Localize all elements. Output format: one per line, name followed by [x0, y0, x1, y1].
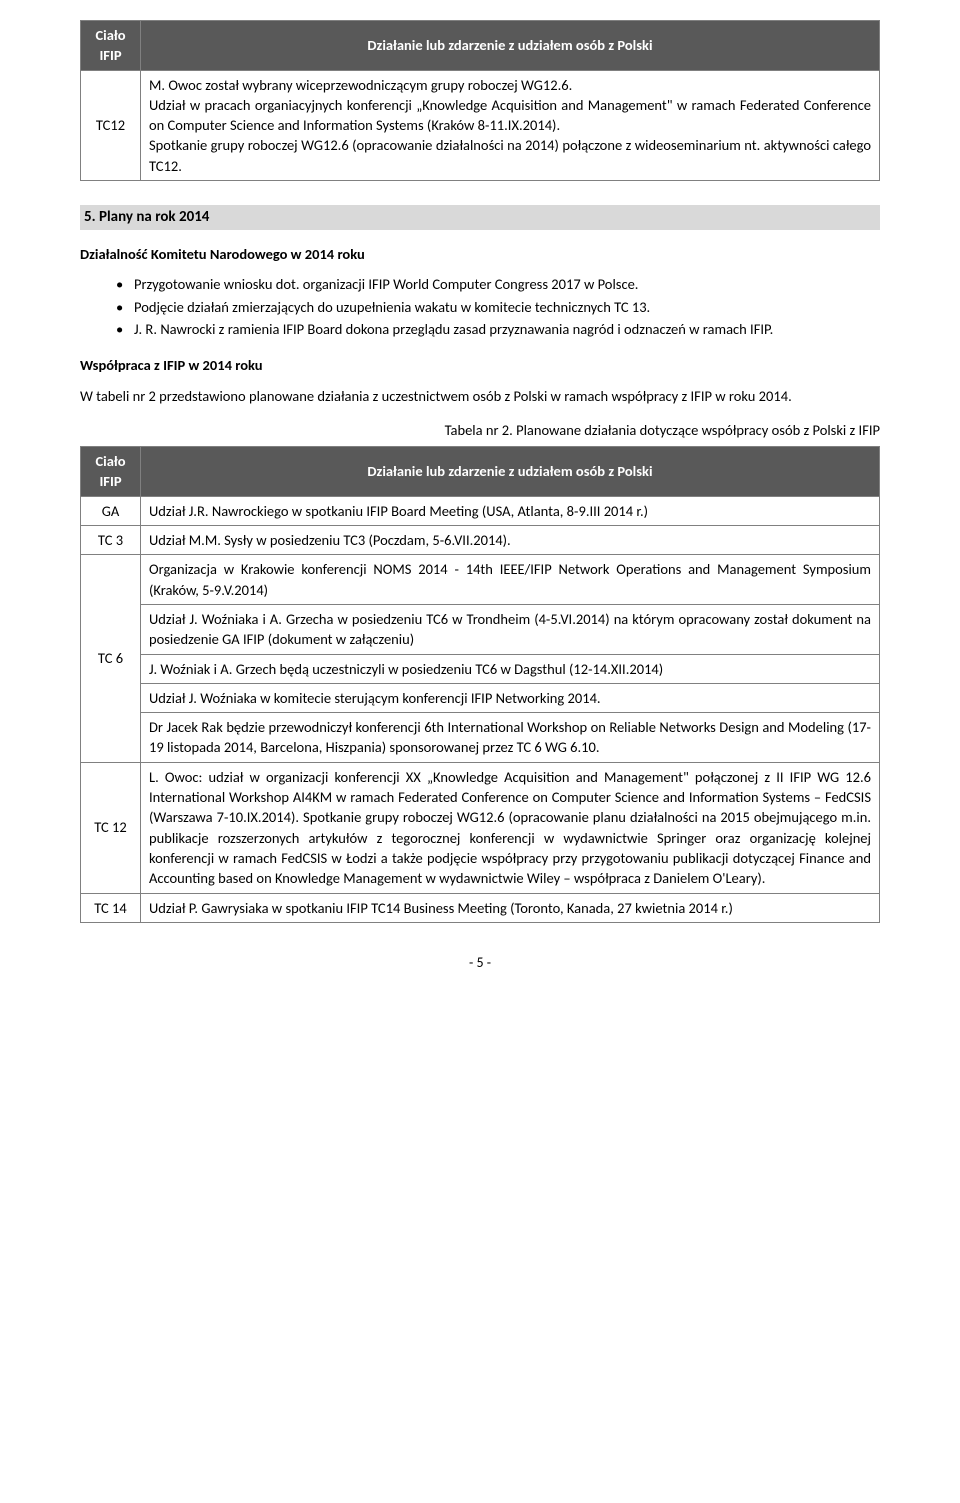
table-2-row-content: L. Owoc: udział w organizacji konferencj… — [141, 762, 880, 893]
table-2-caption: Tabela nr 2. Planowane działania dotyczą… — [80, 420, 880, 440]
table-2-row: GAUdział J.R. Nawrockiego w spotkaniu IF… — [81, 496, 880, 525]
table-2-block: Udział J. Woźniaka w komitecie sterujący… — [141, 683, 879, 712]
table-2-block: Udział J.R. Nawrockiego w spotkaniu IFIP… — [141, 497, 879, 525]
table-2-row: TC 14Udział P. Gawrysiaka w spotkaniu IF… — [81, 893, 880, 922]
table-1-header-row: Ciało IFIP Działanie lub zdarzenie z udz… — [81, 21, 880, 71]
table-1-row-label: TC12 — [81, 70, 141, 180]
table-2-row: TC 3Udział M.M. Sysły w posiedzeniu TC3 … — [81, 526, 880, 555]
table-2-header-row: Ciało IFIP Działanie lub zdarzenie z udz… — [81, 447, 880, 497]
section-5-bullets: Przygotowanie wniosku dot. organizacji I… — [80, 274, 880, 339]
bullet-item: Podjęcie działań zmierzających do uzupeł… — [116, 297, 880, 317]
table-2-block: Udział P. Gawrysiaka w spotkaniu IFIP TC… — [141, 894, 879, 922]
table-2-block: Organizacja w Krakowie konferencji NOMS … — [141, 555, 879, 604]
table-1: Ciało IFIP Działanie lub zdarzenie z udz… — [80, 20, 880, 181]
bullet-item: Przygotowanie wniosku dot. organizacji I… — [116, 274, 880, 294]
table-2-row-content: Organizacja w Krakowie konferencji NOMS … — [141, 555, 880, 762]
section-5-title: 5. Plany na rok 2014 — [80, 205, 880, 230]
bullet-item: J. R. Nawrocki z ramienia IFIP Board dok… — [116, 319, 880, 339]
table-2-block: Udział J. Woźniaka i A. Grzecha w posied… — [141, 604, 879, 654]
table-2-header-1: Działanie lub zdarzenie z udziałem osób … — [141, 447, 880, 497]
table-2-row: TC 6Organizacja w Krakowie konferencji N… — [81, 555, 880, 762]
table-2-row-label: TC 3 — [81, 526, 141, 555]
section-5-sub1: Działalność Komitetu Narodowego w 2014 r… — [80, 244, 880, 264]
table-1-header-1: Działanie lub zdarzenie z udziałem osób … — [141, 21, 880, 71]
section-5-para: W tabeli nr 2 przedstawiono planowane dz… — [80, 386, 880, 406]
table-2-row-label: TC 6 — [81, 555, 141, 762]
table-2-row-label: GA — [81, 496, 141, 525]
table-1-row-content: M. Owoc został wybrany wiceprzewodnicząc… — [141, 70, 880, 180]
table-2-block: L. Owoc: udział w organizacji konferencj… — [141, 763, 879, 893]
table-2-header-0: Ciało IFIP — [81, 447, 141, 497]
table-2-row-content: Udział M.M. Sysły w posiedzeniu TC3 (Poc… — [141, 526, 880, 555]
table-1-row: TC12 M. Owoc został wybrany wiceprzewodn… — [81, 70, 880, 180]
table-2: Ciało IFIP Działanie lub zdarzenie z udz… — [80, 446, 880, 923]
table-2-block: J. Woźniak i A. Grzech będą uczestniczyl… — [141, 654, 879, 683]
table-2-row-label: TC 12 — [81, 762, 141, 893]
table-1-header-0: Ciało IFIP — [81, 21, 141, 71]
table-2-block: Udział M.M. Sysły w posiedzeniu TC3 (Poc… — [141, 526, 879, 554]
page-footer: - 5 - — [80, 953, 880, 973]
table-2-row: TC 12L. Owoc: udział w organizacji konfe… — [81, 762, 880, 893]
table-2-row-content: Udział J.R. Nawrockiego w spotkaniu IFIP… — [141, 496, 880, 525]
table-2-row-label: TC 14 — [81, 893, 141, 922]
table-2-row-content: Udział P. Gawrysiaka w spotkaniu IFIP TC… — [141, 893, 880, 922]
section-5-sub2: Współpraca z IFIP w 2014 roku — [80, 355, 880, 375]
table-2-block: Dr Jacek Rak będzie przewodniczył konfer… — [141, 712, 879, 762]
